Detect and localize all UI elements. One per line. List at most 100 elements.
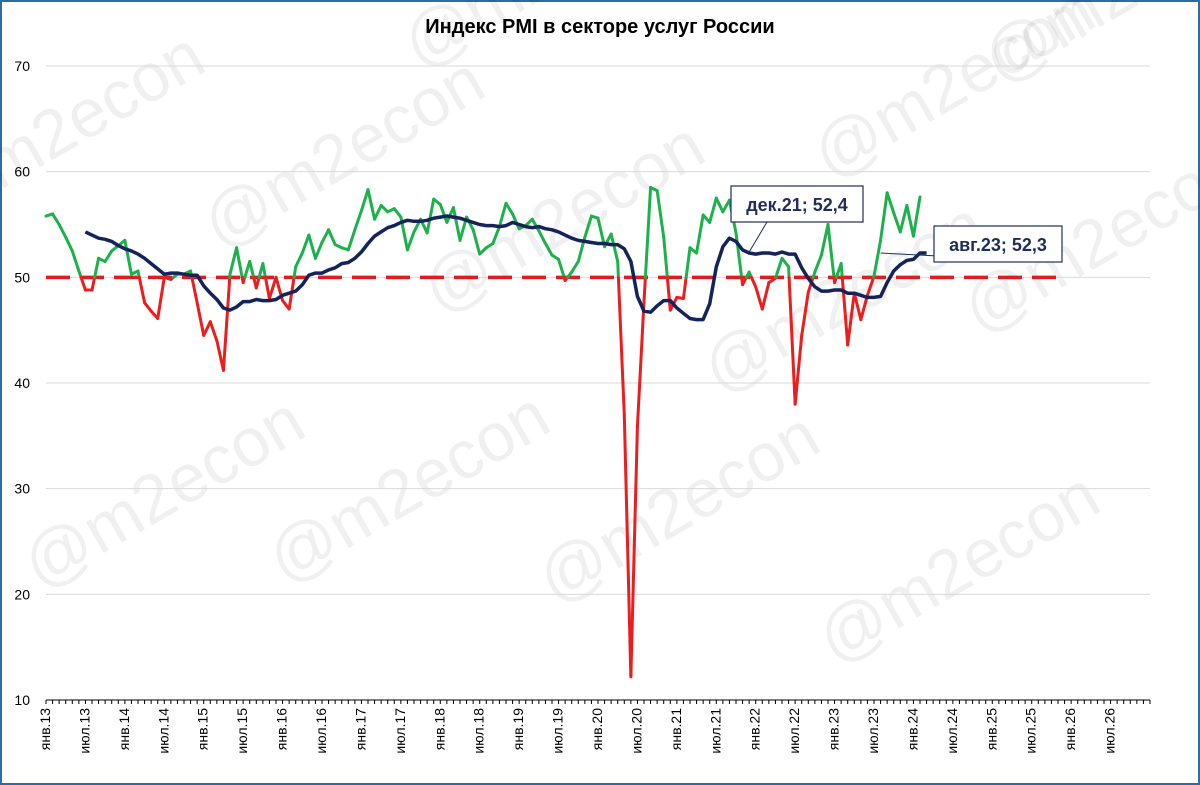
pmi-segment	[123, 238, 133, 276]
pmi-segment	[90, 275, 97, 292]
callout-leader	[880, 252, 939, 257]
pmi-segment	[665, 275, 672, 312]
pmi-segment	[156, 275, 166, 321]
moving-average-line	[84, 214, 927, 322]
pmi-segment	[300, 233, 311, 255]
x-tick-label: июл.15	[234, 708, 250, 754]
pmi-segment	[846, 291, 856, 347]
callout-box	[730, 185, 864, 223]
pmi-segment	[754, 285, 764, 311]
x-tick-label: янв.22	[747, 708, 763, 750]
pmi-segment	[320, 228, 331, 244]
pmi-segment	[208, 320, 219, 343]
pmi-segment	[530, 217, 541, 233]
pmi-segment	[228, 246, 239, 276]
pmi-segment	[366, 188, 377, 221]
x-tick-label: июл.25	[1023, 708, 1039, 754]
pmi-segment	[714, 196, 725, 214]
pmi-segment	[655, 189, 666, 239]
x-tick-label: июл.16	[313, 708, 329, 754]
pmi-segment	[307, 233, 317, 260]
pmi-segment	[202, 320, 212, 337]
y-tick-label: 40	[14, 375, 30, 391]
x-tick-label: июл.17	[392, 708, 408, 754]
pmi-segment	[911, 195, 922, 238]
pmi-segment	[684, 246, 692, 279]
pmi-segment	[892, 211, 902, 234]
x-tick-label: янв.14	[116, 708, 132, 750]
pmi-segment	[379, 203, 390, 214]
watermark-text: @m2econ	[805, 457, 1112, 678]
pmi-segment	[749, 275, 758, 289]
pmi-segment	[583, 214, 593, 239]
pmi-segment	[872, 238, 883, 278]
pmi-segment	[438, 202, 449, 224]
pmi-segment	[885, 191, 896, 215]
pmi-segment	[839, 262, 844, 279]
pmi-segment	[806, 275, 815, 294]
pmi-segment	[800, 290, 810, 337]
pmi-segment	[511, 212, 521, 231]
x-tick-label: янв.20	[589, 708, 605, 750]
pmi-segment	[662, 235, 669, 279]
pmi-segment	[557, 257, 566, 279]
pmi-segment	[787, 275, 797, 406]
callout-dec21: дек.21; 52,4	[730, 185, 864, 253]
x-tick-label: янв.23	[826, 708, 842, 750]
callout-aug23: авг.23; 52,3	[880, 225, 1063, 263]
pmi-segment	[643, 186, 653, 279]
watermark-text: @m2econ	[0, 17, 217, 238]
watermark-text: @m2econ	[190, 42, 497, 263]
pmi-segment	[57, 223, 68, 239]
chart-title: Индекс PMI в секторе услуг России	[425, 16, 775, 38]
pmi-segment	[840, 275, 850, 347]
watermark-text: @m2econ	[525, 397, 832, 618]
watermark-text: @m2econ	[800, 0, 1107, 193]
pmi-segment	[327, 228, 337, 247]
pmi-segment	[248, 259, 256, 279]
x-tick-label: янв.25	[983, 708, 999, 750]
pmi-segment	[813, 253, 823, 274]
pmi-segment	[294, 251, 304, 269]
x-tick-label: июл.13	[76, 708, 92, 754]
pmi-segment	[780, 256, 791, 269]
x-tick-label: июл.24	[944, 708, 960, 754]
callout-box	[933, 225, 1063, 263]
pmi-segment	[143, 301, 153, 313]
x-tick-label: июл.20	[628, 708, 644, 754]
pmi-segment	[616, 259, 620, 279]
pmi-segment	[642, 275, 647, 304]
pmi-segment	[622, 413, 633, 679]
callout-label: дек.21; 52,4	[746, 195, 848, 215]
pmi-segment	[609, 232, 620, 263]
pmi-segment	[478, 246, 488, 256]
callout-label: авг.23; 52,3	[949, 235, 1047, 255]
pmi-segment	[103, 249, 114, 263]
pmi-segment	[451, 206, 462, 242]
watermark-text: @m2econ	[255, 377, 562, 598]
pmi-segment	[64, 235, 74, 253]
pmi-segment	[190, 275, 199, 305]
pmi-segment	[859, 293, 869, 322]
x-tick-label: июл.26	[1102, 708, 1118, 754]
pmi-segment	[708, 196, 718, 224]
pmi-segment	[635, 300, 646, 428]
pmi-segment	[819, 223, 830, 257]
pmi-segment	[570, 259, 580, 274]
pmi-segment	[760, 281, 771, 311]
pmi-segment	[504, 201, 515, 216]
pmi-segment	[491, 225, 501, 246]
x-tick-label: янв.15	[195, 708, 211, 750]
pmi-segment	[79, 275, 87, 292]
pmi-segment	[879, 191, 889, 242]
y-tick-label: 60	[14, 164, 30, 180]
pmi-segment	[734, 231, 744, 279]
pmi-segment	[471, 228, 482, 256]
pmi-segment	[235, 246, 244, 279]
x-tick-label: янв.26	[1062, 708, 1078, 750]
pmi-segment	[905, 203, 915, 238]
pmi-segment	[405, 230, 416, 252]
pmi-segment	[787, 265, 791, 279]
